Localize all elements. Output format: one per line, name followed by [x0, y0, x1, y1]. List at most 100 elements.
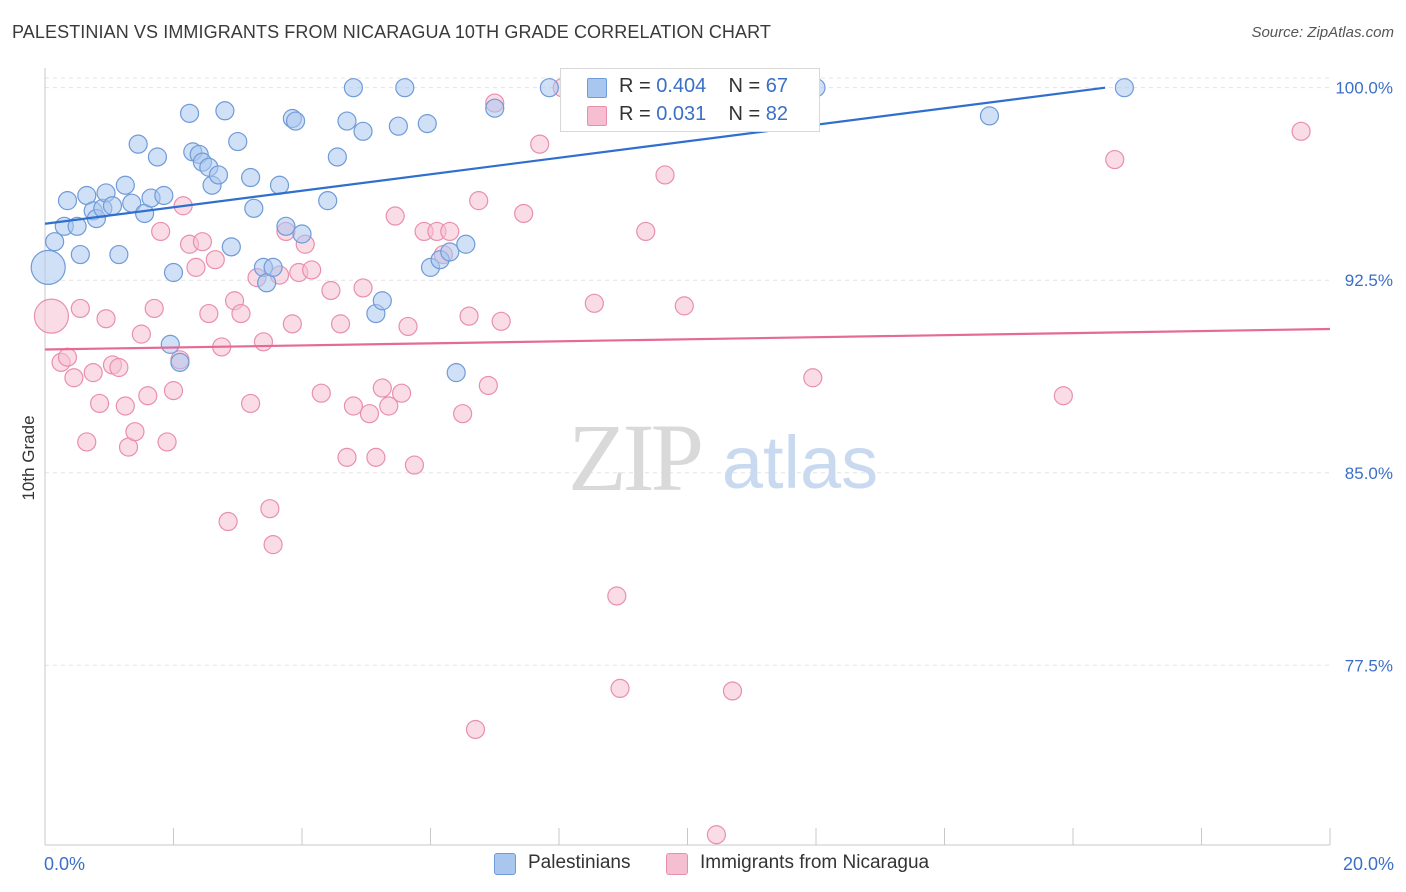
point-nicaragua: [530, 134, 550, 154]
point-nicaragua: [57, 347, 78, 367]
point-palestinians: [337, 111, 357, 131]
point-palestinians: [241, 167, 261, 188]
point-palestinians: [170, 352, 190, 372]
trend-line-palestinians: [44, 86, 1106, 225]
point-palestinians: [979, 106, 1000, 126]
y-tick-label: 85.0%: [1345, 464, 1393, 483]
point-palestinians: [372, 291, 392, 311]
y-tick-label: 77.5%: [1345, 656, 1393, 675]
point-nicaragua: [440, 221, 460, 242]
point-palestinians: [446, 363, 466, 383]
legend-row-nicaragua: R = 0.031 N = 82: [561, 100, 819, 128]
point-nicaragua: [199, 303, 219, 324]
legend-swatch-blue: [587, 78, 607, 98]
point-nicaragua: [241, 393, 261, 414]
legend-row-palestinians: R = 0.404 N = 67: [561, 72, 819, 100]
point-nicaragua: [192, 232, 213, 252]
point-palestinians: [115, 175, 135, 195]
point-palestinians: [228, 131, 248, 152]
point-palestinians: [263, 257, 283, 277]
point-palestinians: [221, 237, 241, 257]
watermark-zip: ZIP: [568, 404, 701, 511]
point-palestinians: [292, 224, 312, 244]
point-palestinians: [285, 111, 306, 131]
point-nicaragua: [514, 203, 534, 224]
axes: [44, 68, 1331, 846]
watermark-atlas: atlas: [722, 421, 878, 504]
point-nicaragua: [260, 499, 280, 519]
point-nicaragua: [163, 381, 184, 401]
point-nicaragua: [372, 378, 392, 398]
point-nicaragua: [391, 383, 412, 403]
point-palestinians: [179, 103, 200, 123]
point-nicaragua: [90, 393, 110, 414]
point-nicaragua: [607, 586, 627, 606]
point-nicaragua: [398, 316, 418, 337]
point-palestinians: [109, 244, 129, 265]
point-nicaragua: [379, 396, 399, 416]
point-palestinians: [154, 185, 174, 206]
point-nicaragua: [253, 332, 274, 352]
point-nicaragua: [231, 303, 251, 324]
point-palestinians: [57, 191, 78, 211]
point-palestinians: [417, 114, 437, 134]
point-nicaragua: [803, 368, 823, 388]
point-palestinians: [269, 175, 290, 195]
legend-swatch-pink: [587, 106, 607, 126]
point-nicaragua: [138, 386, 158, 406]
trend-line-nicaragua: [44, 327, 1331, 351]
point-nicaragua: [343, 396, 363, 416]
point-nicaragua: [311, 383, 331, 403]
x-tick-label: 0.0%: [44, 854, 85, 874]
point-palestinians: [440, 242, 460, 262]
point-nicaragua: [96, 309, 116, 329]
point-nicaragua: [157, 432, 177, 452]
point-palestinians: [163, 262, 184, 283]
y-tick-labels: 77.5% 85.0% 92.5% 100.0%: [1335, 79, 1393, 676]
point-nicaragua: [1105, 149, 1125, 170]
point-nicaragua: [1053, 386, 1073, 406]
y-tick-label: 92.5%: [1345, 271, 1393, 290]
bottom-legend-swatch-blue: [494, 853, 516, 875]
point-nicaragua: [584, 293, 604, 313]
point-nicaragua: [83, 363, 103, 383]
point-palestinians: [1114, 78, 1135, 98]
point-palestinians: [147, 147, 168, 167]
point-nicaragua: [655, 165, 675, 185]
series-palestinians-points: [30, 78, 1135, 383]
trend-lines: [44, 86, 1331, 351]
point-nicaragua: [459, 306, 479, 326]
point-palestinians: [208, 165, 229, 185]
chart-title: PALESTINIAN VS IMMIGRANTS FROM NICARAGUA…: [12, 22, 772, 42]
point-nicaragua: [337, 447, 357, 467]
point-nicaragua: [465, 719, 486, 740]
point-palestinians: [343, 78, 363, 98]
point-nicaragua: [359, 404, 380, 424]
point-nicaragua: [404, 455, 425, 475]
point-palestinians: [539, 78, 559, 98]
gridlines: [45, 77, 1330, 666]
point-palestinians: [45, 232, 65, 252]
x-tick-labels: 0.0% 20.0%: [44, 854, 1394, 874]
point-nicaragua: [469, 191, 489, 211]
point-palestinians: [30, 249, 66, 285]
bottom-legend-swatch-pink: [666, 853, 688, 875]
point-palestinians: [244, 198, 264, 218]
point-nicaragua: [144, 298, 164, 319]
point-palestinians: [160, 334, 180, 354]
point-palestinians: [70, 244, 90, 265]
point-nicaragua: [109, 357, 129, 378]
point-palestinians: [327, 147, 347, 167]
point-palestinians: [102, 196, 123, 216]
point-palestinians: [318, 191, 338, 211]
bottom-legend-label-palestinians: Palestinians: [528, 852, 631, 873]
legend-stats-palestinians: R = 0.404 N = 67: [619, 75, 789, 97]
point-palestinians: [67, 216, 87, 236]
point-nicaragua: [77, 432, 97, 452]
point-nicaragua: [64, 368, 84, 388]
point-nicaragua: [478, 375, 498, 396]
point-nicaragua: [205, 250, 225, 270]
point-nicaragua: [321, 280, 341, 301]
point-nicaragua: [330, 314, 351, 334]
